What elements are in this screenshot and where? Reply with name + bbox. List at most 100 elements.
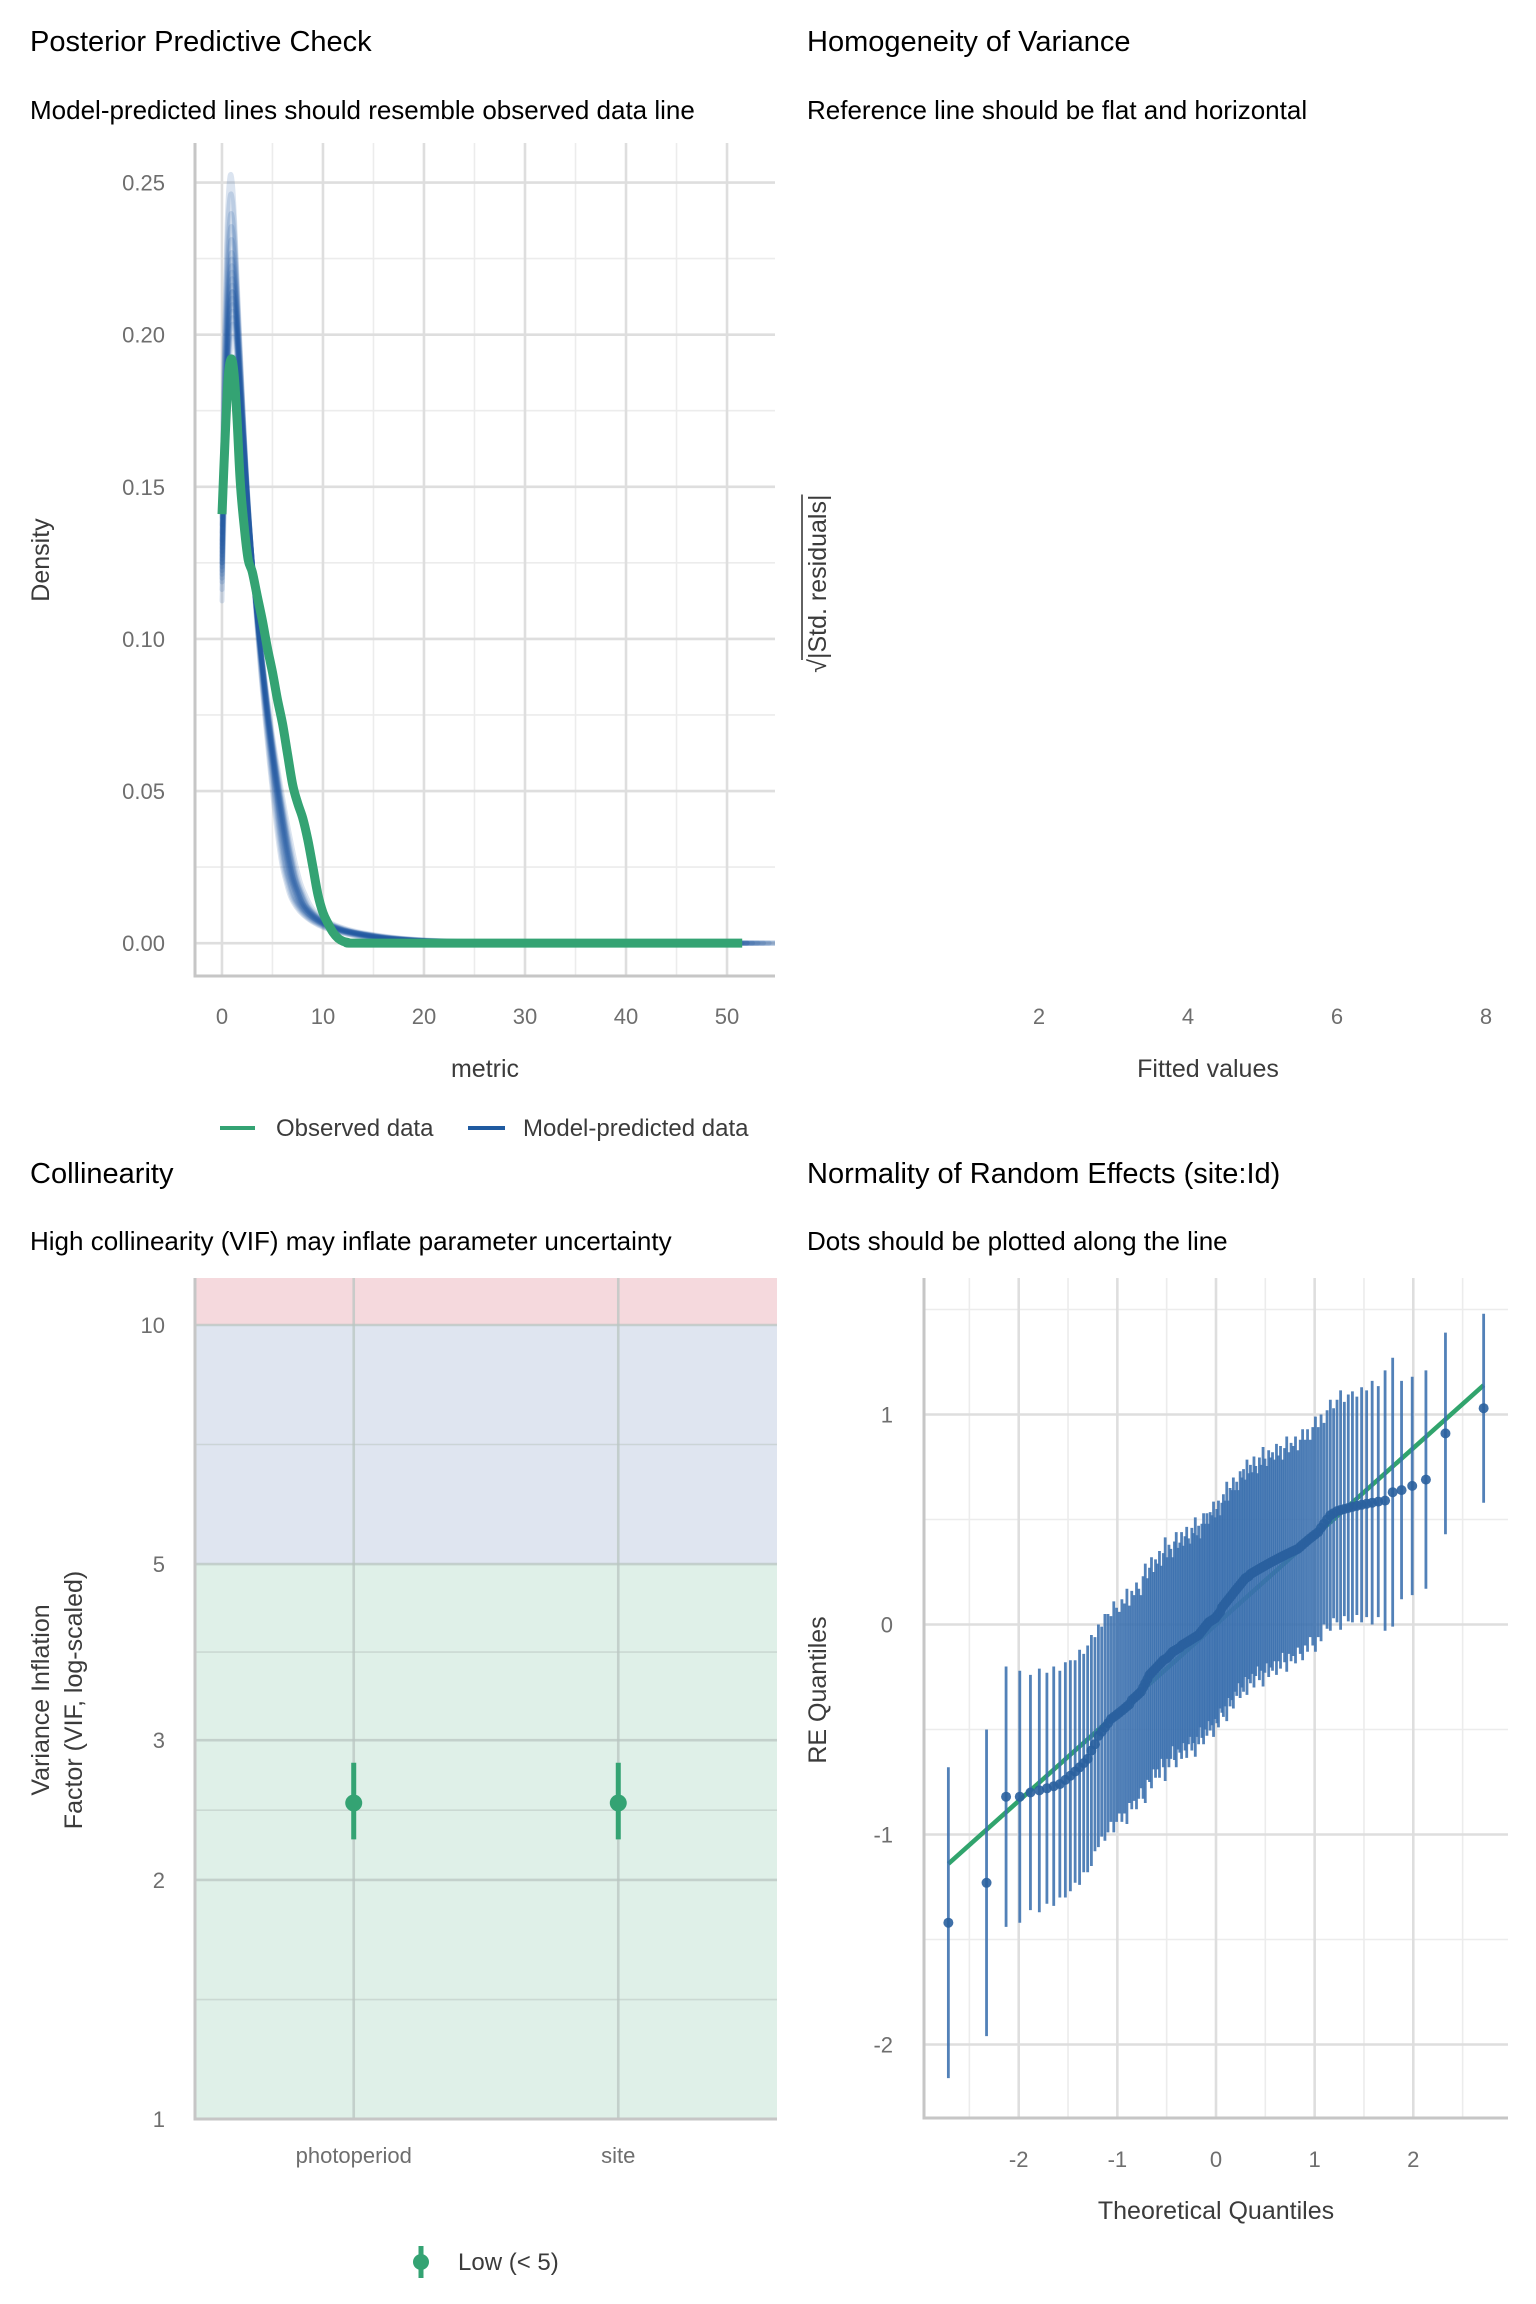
vif-gridlines <box>195 1278 777 2121</box>
vif-y-axis-title-line-2: Factor (VIF, log-scaled) <box>60 1571 88 1829</box>
vif-point-photoperiod <box>345 1794 363 1812</box>
qq-point <box>1420 1474 1431 1485</box>
vif-panel: Collinearity High collinearity (VIF) may… <box>27 1158 777 2278</box>
hov-subtitle: Reference line should be flat and horizo… <box>807 95 1307 125</box>
y-tick-label: 0.10 <box>122 627 165 652</box>
hov-y-axis-radical: √ <box>804 659 832 673</box>
qq-point <box>1001 1791 1012 1802</box>
model-predicted-density-line <box>219 210 694 946</box>
model-predicted-density-line <box>219 321 775 946</box>
model-predicted-density-line <box>219 269 735 946</box>
ppc-subtitle: Model-predicted lines should resemble ob… <box>30 95 695 125</box>
x-tick-label: 10 <box>311 1004 335 1029</box>
y-tick-label: -2 <box>873 2033 893 2058</box>
y-tick-label: 1 <box>881 1403 893 1428</box>
ppc-density-lines <box>217 171 775 948</box>
qq-point <box>1089 1739 1100 1750</box>
x-tick-label-site: site <box>601 2143 635 2168</box>
model-predicted-density-line <box>219 256 725 946</box>
hov-title: Homogeneity of Variance <box>807 26 1130 58</box>
y-tick-label: 5 <box>153 1552 165 1577</box>
x-tick-label: -1 <box>1108 2147 1128 2172</box>
y-tick-label: 1 <box>153 2107 165 2132</box>
x-tick-label: 4 <box>1182 1004 1194 1029</box>
legend-key-low-point <box>413 2254 429 2270</box>
vif-y-axis-title-line-1: Variance Inflation <box>27 1604 55 1795</box>
y-tick-label: 10 <box>141 1313 165 1338</box>
vif-y-axis-title: Variance Inflation Factor (VIF, log-scal… <box>27 1571 88 1829</box>
qq-subtitle: Dots should be plotted along the line <box>807 1226 1228 1256</box>
y-tick-label: 2 <box>153 1868 165 1893</box>
vif-title: Collinearity <box>30 1158 174 1190</box>
x-tick-label: 2 <box>1033 1004 1045 1029</box>
x-tick-label: 20 <box>412 1004 436 1029</box>
model-predicted-density-line <box>219 276 740 946</box>
model-predicted-density-line <box>219 289 750 946</box>
qq-point <box>1387 1487 1398 1498</box>
hov-axes: 2 4 6 8 <box>1033 1004 1492 1029</box>
ppc-y-axis-title: Density <box>27 518 55 602</box>
model-predicted-density-line <box>219 302 761 946</box>
ppc-axes: 0 10 20 30 40 50 0.00 0.05 0.10 0.15 0.20 0.25 <box>122 143 775 1029</box>
y-tick-label: -1 <box>873 1823 893 1848</box>
qq-point <box>1380 1495 1391 1506</box>
qq-point <box>981 1877 992 1888</box>
model-predicted-density-line <box>219 308 766 946</box>
y-tick-label: 3 <box>153 1728 165 1753</box>
qq-title: Normality of Random Effects (site:Id) <box>807 1158 1280 1190</box>
qq-point <box>1014 1791 1025 1802</box>
y-tick-label: 0.20 <box>122 323 165 348</box>
x-tick-label-photoperiod: photoperiod <box>296 2143 412 2168</box>
qq-point <box>1082 1753 1093 1764</box>
qq-point <box>1396 1485 1407 1496</box>
hov-panel: Homogeneity of Variance Reference line s… <box>801 26 1492 1083</box>
vif-axes: 1 2 3 5 10 photoperiod site <box>141 1278 777 2168</box>
y-tick-label: 0.00 <box>122 931 165 956</box>
ppc-panel: Posterior Predictive Check Model-predict… <box>27 26 775 1142</box>
x-tick-label: 6 <box>1331 1004 1343 1029</box>
x-tick-label: 50 <box>715 1004 739 1029</box>
legend-label-model-predicted: Model-predicted data <box>523 1115 749 1142</box>
qq-point <box>1440 1428 1451 1439</box>
ppc-x-axis-title: metric <box>451 1055 519 1083</box>
vif-subtitle: High collinearity (VIF) may inflate para… <box>30 1226 672 1256</box>
model-predicted-density-line <box>219 295 755 946</box>
x-tick-label: -2 <box>1009 2147 1029 2172</box>
ppc-legend: Observed data Model-predicted data <box>220 1115 749 1142</box>
vif-legend: Low (< 5) <box>413 2246 559 2278</box>
x-tick-label: 30 <box>513 1004 537 1029</box>
qq-point <box>943 1917 954 1928</box>
ppc-gridlines <box>195 143 775 976</box>
qq-point <box>1407 1480 1418 1491</box>
qq-panel: Normality of Random Effects (site:Id) Do… <box>804 1158 1508 2225</box>
hov-x-axis-title: Fitted values <box>1137 1055 1279 1083</box>
vif-point-site <box>609 1794 627 1812</box>
model-predicted-density-line <box>219 289 750 946</box>
qq-point <box>1478 1403 1489 1414</box>
x-tick-label: 2 <box>1407 2147 1419 2172</box>
hov-y-axis-title-group: √ |Std. residuals| <box>801 494 832 673</box>
qq-axes: -2 -1 0 1 2 -2 -1 0 1 <box>873 1278 1508 2172</box>
x-tick-label: 8 <box>1480 1004 1492 1029</box>
y-tick-label: 0.25 <box>122 171 165 196</box>
x-tick-label: 40 <box>614 1004 638 1029</box>
model-predicted-density-line <box>219 250 720 946</box>
model-predicted-density-line <box>219 282 745 946</box>
qq-points <box>943 1313 1489 2079</box>
qq-point <box>1034 1785 1045 1796</box>
ppc-title: Posterior Predictive Check <box>30 26 372 58</box>
hov-y-axis-title: |Std. residuals| <box>804 495 832 659</box>
vif-threshold-bands <box>195 1278 777 2119</box>
y-tick-label: 0.05 <box>122 779 165 804</box>
legend-label-observed: Observed data <box>276 1115 434 1142</box>
y-tick-label: 0.15 <box>122 475 165 500</box>
legend-label-low: Low (< 5) <box>458 2249 559 2276</box>
x-tick-label: 1 <box>1309 2147 1321 2172</box>
x-tick-label: 0 <box>216 1004 228 1029</box>
model-predicted-density-line <box>219 237 711 946</box>
qq-x-axis-title: Theoretical Quantiles <box>1098 2197 1334 2225</box>
x-tick-label: 0 <box>1210 2147 1222 2172</box>
y-tick-label: 0 <box>881 1613 893 1638</box>
band-high <box>195 1278 777 1325</box>
